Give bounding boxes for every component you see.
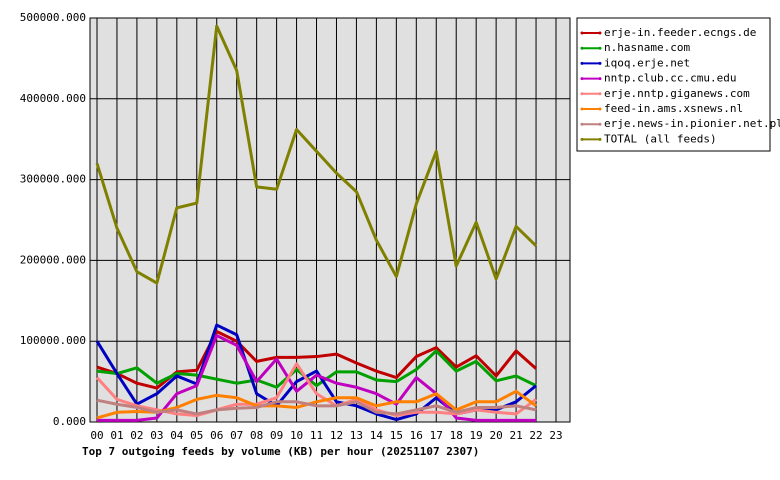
legend-dot: [580, 122, 584, 126]
x-tick-label: 18: [450, 429, 463, 442]
legend-label: feed-in.ams.xsnews.nl: [604, 102, 743, 115]
legend-label: erje.news-in.pionier.net.pl: [604, 117, 780, 130]
legend-dot: [598, 107, 602, 111]
legend: [576, 17, 771, 152]
legend-dot: [580, 137, 584, 141]
legend-dot: [580, 31, 584, 35]
series-line: [95, 362, 537, 418]
x-tick-label: 10: [290, 429, 303, 442]
x-tick-label: 21: [509, 429, 522, 442]
x-tick-label: 12: [330, 429, 343, 442]
plot-area: [89, 17, 571, 423]
legend-dot: [580, 107, 584, 111]
x-tick-label: 05: [190, 429, 203, 442]
y-tick-label: 500000.000: [20, 11, 86, 24]
x-tick-label: 07: [230, 429, 243, 442]
x-tick-label: 20: [490, 429, 503, 442]
legend-dot: [598, 61, 602, 65]
y-tick-label: 300000.000: [20, 173, 86, 186]
legend-dot: [580, 46, 584, 50]
x-tick-label: 09: [270, 429, 283, 442]
x-tick-label: 14: [370, 429, 384, 442]
series-line: [96, 389, 537, 420]
legend-dot: [580, 92, 584, 96]
legend-dot: [598, 46, 602, 50]
legend-label: TOTAL (all feeds): [604, 132, 717, 145]
legend-dot: [598, 122, 602, 126]
series-line: [95, 24, 538, 285]
x-tick-label: 00: [90, 429, 103, 442]
x-tick-label: 22: [529, 429, 542, 442]
legend-label: erje-in.feeder.ecngs.de: [604, 26, 756, 39]
legend-label: nntp.club.cc.cmu.edu: [604, 72, 736, 85]
y-tick-label: 200000.000: [20, 253, 86, 266]
x-tick-label: 01: [110, 429, 123, 442]
y-tick-label: 0.000: [53, 415, 86, 428]
y-tick-label: 400000.000: [20, 92, 86, 105]
y-tick-label: 100000.000: [20, 334, 86, 347]
chart-title: Top 7 outgoing feeds by volume (KB) per …: [82, 445, 479, 458]
series-line: [96, 398, 537, 416]
x-tick-label: 19: [470, 429, 483, 442]
x-tick-label: 08: [250, 429, 263, 442]
x-tick-label: 06: [210, 429, 223, 442]
legend-dot: [580, 61, 584, 65]
legend-dot: [580, 77, 584, 81]
x-tick-label: 02: [130, 429, 143, 442]
x-tick-label: 11: [310, 429, 323, 442]
x-tick-label: 17: [430, 429, 443, 442]
legend-dot: [598, 92, 602, 96]
x-tick-label: 15: [390, 429, 403, 442]
legend-dot: [598, 77, 602, 81]
legend-dot: [598, 137, 602, 141]
legend-label: n.hasname.com: [604, 41, 690, 54]
legend-label: iqoq.erje.net: [604, 56, 690, 69]
x-tick-label: 23: [549, 429, 562, 442]
legend-label: erje.nntp.giganews.com: [604, 87, 750, 100]
legend-dot: [598, 31, 602, 35]
x-tick-label: 04: [170, 429, 184, 442]
series-line: [97, 334, 537, 422]
x-tick-label: 03: [150, 429, 163, 442]
x-tick-label: 16: [410, 429, 423, 442]
x-tick-label: 13: [350, 429, 363, 442]
series-line: [96, 349, 537, 389]
